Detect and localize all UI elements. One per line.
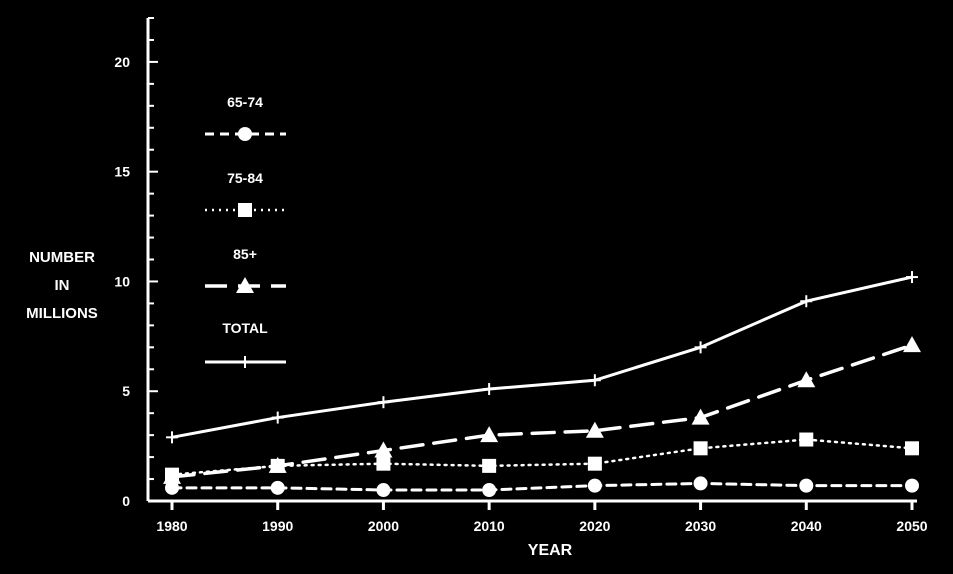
data-point-total: [271, 411, 284, 424]
data-point-total: [906, 271, 918, 284]
x-tick-label: 2010: [474, 518, 505, 534]
legend-marker-total: [239, 356, 251, 368]
legend-label-85plus: 85+: [233, 246, 257, 262]
y-tick-label: 15: [114, 164, 130, 180]
legend-item-75-84: 75-84: [205, 170, 286, 217]
legend-marker-65-74: [238, 127, 252, 141]
y-axis-label-line-2: IN: [55, 277, 70, 294]
series-65-74: [165, 476, 919, 498]
x-tick-label: 2020: [579, 518, 610, 534]
data-point-75-84: [376, 456, 391, 471]
data-point-total: [166, 431, 178, 444]
data-point-75-84: [693, 441, 708, 456]
x-tick-label: 2030: [685, 518, 716, 534]
data-point-85plus: [268, 456, 287, 473]
x-tick-label: 2050: [896, 518, 927, 534]
legend-item-85plus: 85+: [205, 246, 286, 293]
data-point-65-74: [799, 478, 814, 493]
legend-item-65-74: 65-74: [205, 94, 286, 141]
y-tick-label: 0: [122, 493, 130, 509]
series-total: [166, 271, 918, 444]
data-point-total: [800, 295, 813, 308]
x-axis-label: YEAR: [528, 542, 573, 559]
data-point-total: [377, 396, 390, 409]
series-line-85plus: [170, 343, 914, 479]
data-point-65-74: [270, 480, 285, 495]
data-point-total: [483, 383, 496, 396]
legend-item-total: TOTAL: [205, 320, 286, 368]
legend-label-65-74: 65-74: [227, 94, 263, 110]
data-point-85plus: [480, 426, 499, 443]
legend-marker-85plus: [236, 277, 254, 293]
x-axis: 1980 1990 2000 2010 2020 2030 2040 2050: [148, 499, 928, 534]
y-axis-label-line-3: MILLIONS: [26, 305, 98, 322]
data-point-85plus: [903, 336, 921, 353]
data-point-85plus: [691, 408, 710, 425]
data-point-85plus: [797, 371, 816, 388]
data-point-total: [694, 341, 707, 354]
data-point-85plus: [163, 467, 181, 484]
legend-label-75-84: 75-84: [227, 170, 263, 186]
data-point-65-74: [905, 478, 919, 493]
legend-label-total: TOTAL: [222, 320, 268, 336]
data-point-65-74: [482, 483, 497, 498]
data-point-65-74: [693, 476, 708, 491]
x-tick-label: 1980: [156, 518, 187, 534]
y-tick-label: 5: [122, 383, 130, 399]
x-tick-label: 2000: [368, 518, 399, 534]
legend: 65-74 75-84 85+ TOTAL: [205, 94, 286, 368]
series-line-total: [170, 275, 914, 439]
data-point-65-74: [587, 478, 602, 493]
plot-frame: [8, 8, 945, 561]
data-point-65-74: [376, 483, 391, 498]
series-line-75-84: [170, 438, 914, 476]
data-point-75-84: [587, 456, 602, 471]
y-axis-label-line-1: NUMBER: [29, 249, 95, 266]
legend-marker-75-84: [238, 203, 252, 217]
data-point-total: [588, 374, 601, 387]
series-85plus: [163, 336, 921, 484]
x-tick-label: 2040: [791, 518, 822, 534]
series-layer: [163, 271, 921, 498]
y-axis: 0 5 10 15 20: [114, 17, 158, 509]
x-tick-label: 1990: [262, 518, 293, 534]
data-point-75-84: [799, 432, 814, 447]
data-point-85plus: [585, 421, 604, 438]
series-line-65-74: [170, 481, 914, 492]
data-point-85plus: [374, 441, 393, 458]
data-point-65-74: [165, 480, 179, 495]
y-tick-label: 10: [114, 273, 130, 289]
data-point-75-84: [482, 458, 497, 473]
data-point-75-84: [905, 441, 919, 456]
y-tick-label: 20: [114, 54, 130, 70]
